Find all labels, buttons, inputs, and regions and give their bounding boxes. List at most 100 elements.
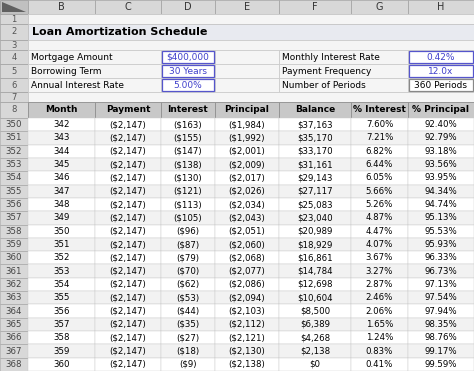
Bar	[351, 102, 408, 118]
Bar	[95, 358, 161, 371]
Bar	[279, 78, 408, 92]
Text: 360: 360	[6, 253, 22, 262]
Bar	[408, 64, 474, 78]
Bar	[95, 278, 161, 291]
Bar	[215, 211, 279, 224]
Bar	[215, 50, 279, 64]
Bar	[161, 251, 215, 265]
Text: 345: 345	[53, 160, 70, 169]
Text: 6: 6	[11, 81, 17, 89]
Bar	[408, 171, 474, 185]
Bar	[279, 265, 351, 278]
Text: 366: 366	[6, 333, 22, 342]
Text: ($2,017): ($2,017)	[228, 173, 265, 183]
Text: 3.67%: 3.67%	[366, 253, 393, 262]
Text: 1: 1	[11, 14, 17, 23]
Bar	[161, 331, 215, 344]
Text: 4.87%: 4.87%	[366, 213, 393, 222]
Bar	[279, 251, 351, 265]
Text: 30 Years: 30 Years	[169, 66, 207, 76]
Bar	[0, 158, 28, 171]
Bar	[215, 198, 279, 211]
Text: B: B	[58, 2, 65, 12]
Bar	[408, 305, 474, 318]
Text: Principal: Principal	[225, 105, 269, 115]
Text: 358: 358	[53, 333, 70, 342]
Text: $8,500: $8,500	[300, 306, 330, 316]
Bar	[0, 78, 28, 92]
Text: 6.44%: 6.44%	[366, 160, 393, 169]
Bar	[215, 64, 279, 78]
Bar	[0, 14, 28, 24]
Bar	[279, 64, 351, 78]
Bar	[28, 185, 95, 198]
Bar	[408, 0, 474, 14]
Bar	[408, 291, 474, 305]
Text: ($2,112): ($2,112)	[228, 320, 265, 329]
Text: ($2,034): ($2,034)	[228, 200, 265, 209]
Bar	[28, 198, 95, 211]
Bar	[409, 79, 473, 91]
Text: 356: 356	[53, 306, 70, 316]
Bar	[0, 185, 28, 198]
Text: 344: 344	[53, 147, 70, 156]
Text: $0: $0	[310, 360, 320, 369]
Text: 99.59%: 99.59%	[425, 360, 457, 369]
Text: ($79): ($79)	[176, 253, 200, 262]
Text: $33,170: $33,170	[297, 147, 333, 156]
Text: Payment: Payment	[106, 105, 150, 115]
Text: ($44): ($44)	[176, 306, 200, 316]
Bar	[0, 92, 28, 102]
Text: ($147): ($147)	[173, 147, 202, 156]
Bar	[162, 65, 214, 77]
Bar	[215, 158, 279, 171]
Bar	[95, 224, 161, 238]
Text: 367: 367	[6, 347, 22, 355]
Bar	[351, 331, 408, 344]
Text: ($1,992): ($1,992)	[229, 134, 265, 142]
Text: ($96): ($96)	[176, 227, 200, 236]
Text: ($18): ($18)	[176, 347, 200, 355]
Text: 12.0x: 12.0x	[428, 66, 454, 76]
Text: 1.65%: 1.65%	[366, 320, 393, 329]
Text: 95.13%: 95.13%	[425, 213, 457, 222]
Bar	[279, 198, 351, 211]
Text: 357: 357	[6, 213, 22, 222]
Text: 354: 354	[53, 280, 70, 289]
Bar	[351, 358, 408, 371]
Text: 351: 351	[6, 134, 22, 142]
Text: 362: 362	[6, 280, 22, 289]
Bar	[408, 265, 474, 278]
Bar	[351, 278, 408, 291]
Text: ($2,060): ($2,060)	[228, 240, 265, 249]
Text: 8: 8	[11, 105, 17, 115]
Text: 5.26%: 5.26%	[366, 200, 393, 209]
Text: 359: 359	[6, 240, 22, 249]
Text: Interest: Interest	[168, 105, 209, 115]
Bar	[215, 145, 279, 158]
Bar	[161, 305, 215, 318]
Bar	[28, 78, 161, 92]
Bar	[279, 185, 351, 198]
Bar	[95, 211, 161, 224]
Text: $23,040: $23,040	[297, 213, 333, 222]
Text: $6,389: $6,389	[300, 320, 330, 329]
Text: ($1,984): ($1,984)	[228, 120, 265, 129]
Bar	[28, 50, 161, 64]
Text: 99.17%: 99.17%	[425, 347, 457, 355]
Bar	[0, 251, 28, 265]
Text: 364: 364	[6, 306, 22, 316]
Bar	[215, 224, 279, 238]
Text: 0.42%: 0.42%	[427, 53, 455, 62]
Bar	[95, 50, 161, 64]
Bar	[351, 318, 408, 331]
Text: ($105): ($105)	[173, 213, 202, 222]
Bar	[215, 238, 279, 251]
Text: ($2,009): ($2,009)	[228, 160, 265, 169]
Text: Payment Frequency: Payment Frequency	[282, 66, 371, 76]
Bar	[215, 118, 279, 131]
Bar	[279, 224, 351, 238]
Bar	[215, 131, 279, 145]
Bar	[408, 131, 474, 145]
Bar	[215, 78, 279, 92]
